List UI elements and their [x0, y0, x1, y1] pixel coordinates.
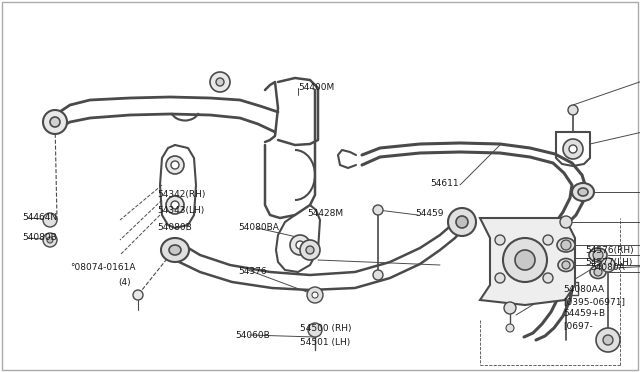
Text: (4): (4) — [118, 279, 131, 288]
Circle shape — [515, 250, 535, 270]
Circle shape — [210, 72, 230, 92]
Circle shape — [166, 156, 184, 174]
Text: [0697-: [0697- — [563, 321, 593, 330]
Circle shape — [300, 240, 320, 260]
Circle shape — [601, 258, 615, 272]
Circle shape — [495, 273, 505, 283]
Ellipse shape — [161, 238, 189, 262]
Ellipse shape — [578, 188, 588, 196]
Text: 54576(RH): 54576(RH) — [585, 246, 634, 254]
Circle shape — [171, 161, 179, 169]
Text: 54501 (LH): 54501 (LH) — [300, 337, 350, 346]
Circle shape — [504, 302, 516, 314]
Circle shape — [43, 213, 57, 227]
Text: 54343(LH): 54343(LH) — [157, 205, 204, 215]
Circle shape — [43, 110, 67, 134]
Circle shape — [495, 235, 505, 245]
Ellipse shape — [169, 245, 181, 255]
Circle shape — [307, 287, 323, 303]
Circle shape — [561, 240, 571, 250]
Circle shape — [568, 105, 578, 115]
Circle shape — [448, 208, 476, 236]
Circle shape — [593, 250, 603, 260]
Circle shape — [50, 117, 60, 127]
Circle shape — [133, 290, 143, 300]
Circle shape — [456, 216, 468, 228]
Text: 54428M: 54428M — [307, 208, 343, 218]
Text: 54577(LH): 54577(LH) — [585, 259, 632, 267]
Text: 54080AA: 54080AA — [563, 285, 604, 295]
Text: 54611: 54611 — [430, 179, 459, 187]
Text: 54080BA: 54080BA — [238, 224, 279, 232]
Circle shape — [216, 78, 224, 86]
Circle shape — [503, 238, 547, 282]
Text: 54464N: 54464N — [22, 214, 57, 222]
Text: 54080B: 54080B — [157, 224, 192, 232]
Text: 54080B: 54080B — [22, 234, 57, 243]
Circle shape — [594, 268, 602, 276]
Text: 54080A: 54080A — [590, 263, 625, 273]
Circle shape — [47, 237, 53, 243]
Circle shape — [543, 273, 553, 283]
Circle shape — [562, 261, 570, 269]
Circle shape — [308, 323, 322, 337]
Circle shape — [290, 235, 310, 255]
Ellipse shape — [589, 248, 607, 262]
Circle shape — [596, 328, 620, 352]
Circle shape — [312, 292, 318, 298]
Circle shape — [506, 324, 514, 332]
Circle shape — [543, 235, 553, 245]
Ellipse shape — [557, 238, 575, 252]
Text: 54459+B: 54459+B — [563, 310, 605, 318]
Ellipse shape — [572, 183, 594, 201]
Circle shape — [373, 205, 383, 215]
Text: 54376: 54376 — [238, 267, 267, 276]
Circle shape — [563, 139, 583, 159]
Ellipse shape — [558, 259, 574, 272]
Polygon shape — [480, 218, 575, 305]
Text: °08074-0161A: °08074-0161A — [70, 263, 136, 273]
Text: 54342(RH): 54342(RH) — [157, 190, 205, 199]
Circle shape — [166, 196, 184, 214]
Circle shape — [560, 216, 572, 228]
Text: [0395-06971]: [0395-06971] — [563, 298, 625, 307]
Circle shape — [43, 233, 57, 247]
Text: 54459: 54459 — [415, 208, 444, 218]
Circle shape — [569, 145, 577, 153]
Text: 54060B: 54060B — [235, 331, 269, 340]
Circle shape — [296, 241, 304, 249]
Circle shape — [373, 270, 383, 280]
Circle shape — [306, 246, 314, 254]
Circle shape — [171, 201, 179, 209]
Circle shape — [603, 335, 613, 345]
Text: 54500 (RH): 54500 (RH) — [300, 324, 351, 333]
Ellipse shape — [590, 266, 606, 279]
Text: 54400M: 54400M — [298, 83, 334, 93]
